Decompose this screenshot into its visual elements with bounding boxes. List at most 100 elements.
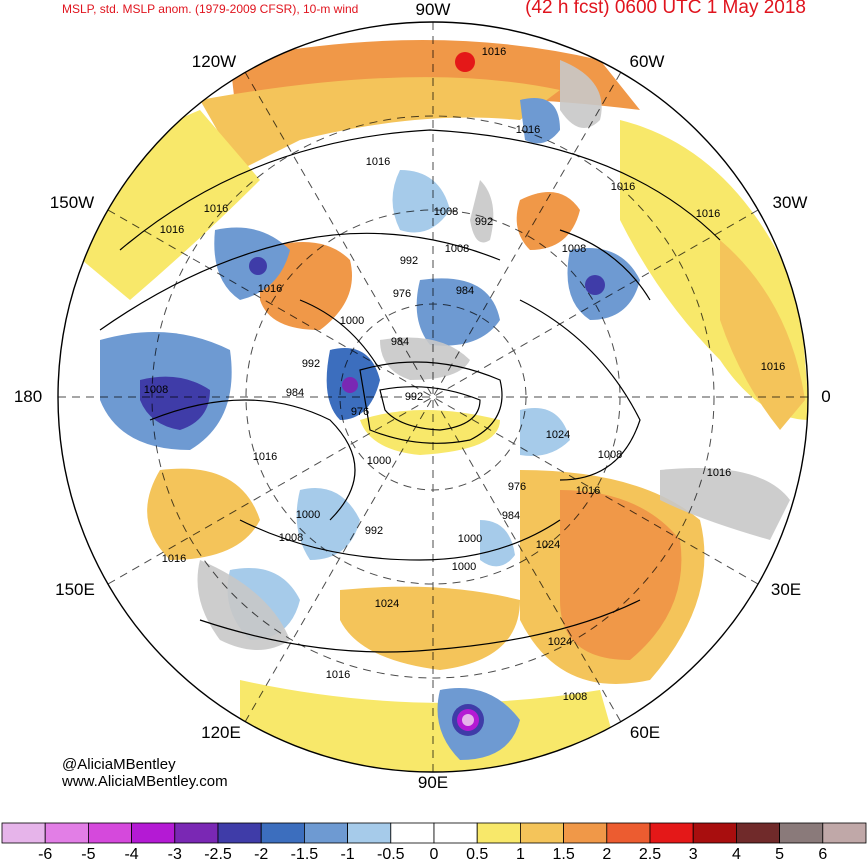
- isobar-label: 984: [391, 336, 409, 348]
- isobar-label: 1016: [366, 156, 390, 168]
- colorbar-swatch: [433, 822, 478, 844]
- isobar-label: 1016: [258, 283, 282, 295]
- lon-label-120e: 120E: [201, 723, 241, 742]
- colorbar-label: -1.5: [290, 846, 319, 863]
- isobar-label: 1016: [696, 208, 720, 220]
- chart-title: MSLP, std. MSLP anom. (1979-2009 CFSR), …: [62, 2, 359, 16]
- lon-label-90w: 90W: [415, 0, 451, 19]
- isobar-label: 1016: [761, 361, 785, 373]
- isobar-label: 1024: [548, 636, 572, 648]
- colorbar-swatch: [217, 822, 262, 844]
- colorbar-label: 2.5: [638, 846, 662, 863]
- isobar-label: 1016: [204, 203, 228, 215]
- colorbar-label: -2.5: [204, 846, 232, 863]
- credit-handle: @AliciaMBentley: [62, 756, 176, 773]
- lon-label-60e: 60E: [629, 723, 661, 742]
- lon-label-150e: 150E: [55, 580, 95, 599]
- isobar-label: 1016: [253, 451, 277, 463]
- isobar-label: 1008: [144, 384, 168, 396]
- isobar-label: 984: [456, 285, 474, 297]
- isobar-label: 1016: [160, 224, 184, 236]
- isobar-label: 1008: [434, 206, 458, 218]
- lon-label-0: 0: [821, 387, 831, 406]
- colorbar-label: -4: [124, 846, 139, 863]
- colorbar-swatch: [822, 822, 867, 844]
- colorbar-swatch: [44, 822, 89, 844]
- isobar-label: 1024: [375, 598, 399, 610]
- anomaly-colorbar: [1, 822, 867, 844]
- colorbar-swatch: [88, 822, 133, 844]
- isobar-label: 976: [508, 481, 526, 493]
- colorbar-swatch: [131, 822, 176, 844]
- colorbar-swatch: [563, 822, 608, 844]
- lon-label-180: 180: [13, 387, 43, 406]
- isobar-label: 1000: [367, 455, 391, 467]
- isobar-label: 1008: [562, 243, 586, 255]
- isobar-label: 1016: [482, 46, 506, 58]
- colorbar-label: -6: [38, 846, 53, 863]
- colorbar-label: -5: [81, 846, 96, 863]
- colorbar-swatch: [779, 822, 824, 844]
- lon-label-30w: 30W: [772, 193, 808, 212]
- isobar-label: 1008: [279, 532, 303, 544]
- isobar-label: 1016: [707, 467, 731, 479]
- anomaly-shading: [70, 40, 808, 772]
- colorbar-label: 2: [602, 846, 612, 863]
- colorbar-label: -0.5: [377, 846, 405, 863]
- graticule: [58, 22, 808, 772]
- isobar-label: 1008: [563, 691, 587, 703]
- colorbar-label: 4: [731, 846, 741, 863]
- colorbar-label: -3: [167, 846, 182, 863]
- colorbar-label: 0.5: [466, 846, 489, 863]
- colorbar-swatch: [476, 822, 521, 844]
- isobar-contours: [99, 129, 721, 653]
- isobar-label: 992: [400, 255, 418, 267]
- isobar-label: 1024: [546, 429, 570, 441]
- isobar-label: 984: [286, 387, 304, 399]
- colorbar-swatch: [736, 822, 781, 844]
- colorbar-swatch: [390, 822, 435, 844]
- isobar-label: 1016: [611, 181, 635, 193]
- isobar-label: 1008: [445, 243, 469, 255]
- isobar-label: 984: [502, 510, 520, 522]
- isobar-label: 1000: [458, 533, 482, 545]
- colorbar-label: 5: [775, 846, 785, 863]
- isobar-label: 992: [405, 391, 423, 403]
- colorbar-swatch: [303, 822, 348, 844]
- colorbar-swatch: [692, 822, 737, 844]
- isobar-label: 1016: [162, 553, 186, 565]
- lon-label-90e: 90E: [417, 773, 449, 792]
- colorbar-label: 3: [688, 846, 698, 863]
- colorbar-label: -2: [254, 846, 269, 863]
- isobar-label: 1000: [452, 561, 476, 573]
- colorbar-swatch: [520, 822, 565, 844]
- colorbar-swatch: [260, 822, 305, 844]
- isobar-label: 992: [475, 216, 493, 228]
- land-mask: [197, 60, 790, 650]
- isobar-label: 992: [302, 358, 320, 370]
- colorbar-swatch: [649, 822, 694, 844]
- lon-label-60w: 60W: [629, 52, 665, 71]
- isobar-label: 1024: [536, 539, 560, 551]
- colorbar-swatch: [1, 822, 46, 844]
- colorbar-label: 1: [515, 846, 525, 863]
- lon-label-120w: 120W: [191, 52, 237, 71]
- forecast-time-title: (42 h fcst) 0600 UTC 1 May 2018: [525, 0, 806, 18]
- isobar-label: 976: [393, 288, 411, 300]
- isobar-label: 1016: [576, 485, 600, 497]
- isobar-label: 1016: [516, 124, 540, 136]
- isobar-label: 1000: [296, 509, 320, 521]
- isobar-label: 1008: [598, 449, 622, 461]
- isobar-label: 976: [351, 406, 369, 418]
- colorbar-label: -1: [340, 846, 355, 863]
- lon-label-30e: 30E: [770, 580, 802, 599]
- colorbar-label: 0: [429, 846, 439, 863]
- isobar-label: 1016: [326, 669, 350, 681]
- colorbar-swatch: [347, 822, 392, 844]
- map-boundary: [57, 21, 809, 773]
- isobar-labels: 1016 1016 1016 1016 1016 1016 1016 1016 1016 1016…: [144, 46, 785, 703]
- isobar-label: 1000: [340, 315, 364, 327]
- isobar-label: 992: [365, 525, 383, 537]
- colorbar-swatch: [174, 822, 219, 844]
